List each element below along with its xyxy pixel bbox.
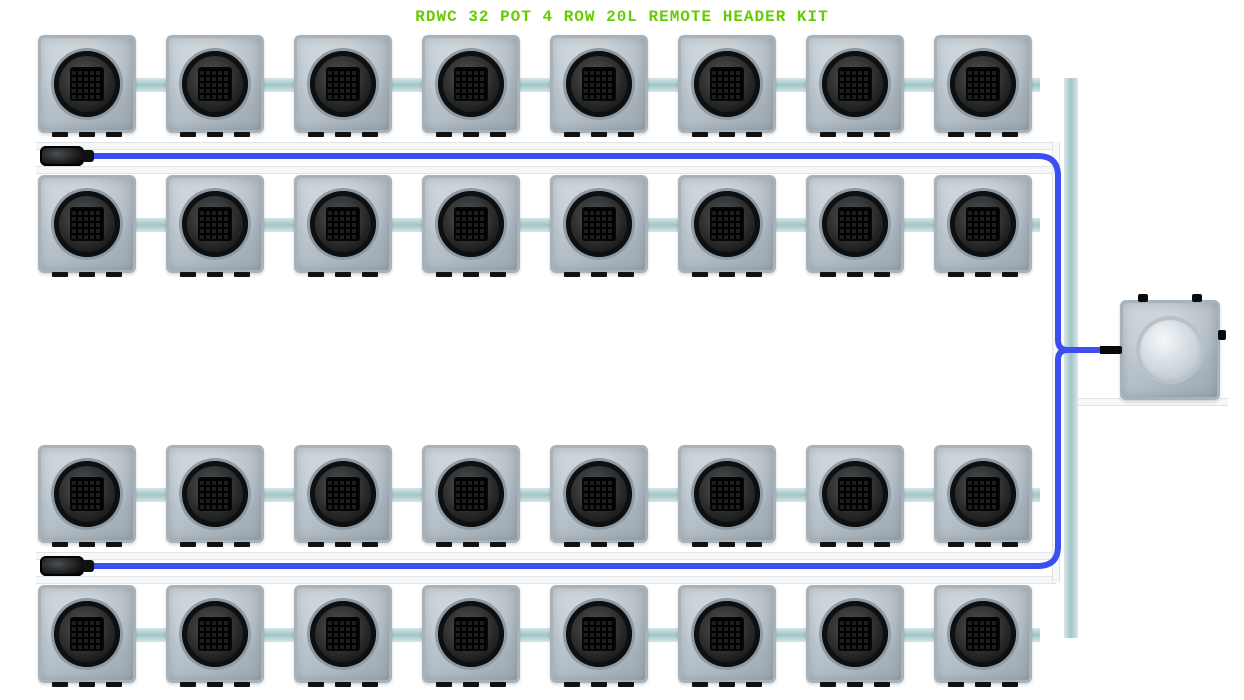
grow-pot-icon [678,35,776,133]
grow-pot-icon [678,445,776,543]
grow-pot-icon [166,445,264,543]
grow-pot-icon [294,585,392,683]
grow-pot-icon [166,585,264,683]
grow-pot-icon [678,585,776,683]
grow-pot-icon [550,35,648,133]
grow-pot-icon [806,35,904,133]
grow-pot-icon [38,445,136,543]
grow-pot-icon [806,585,904,683]
grow-pot-icon [294,445,392,543]
inline-pump-icon [40,146,84,166]
grow-pot-icon [166,35,264,133]
white-drain-pipe [36,576,1056,584]
white-drain-pipe [36,166,1056,174]
grow-pot-icon [294,35,392,133]
grey-manifold-pipe [1064,78,1078,638]
diagram-title: RDWC 32 POT 4 ROW 20L REMOTE HEADER KIT [0,8,1244,26]
grow-pot-icon [550,585,648,683]
grow-pot-icon [294,175,392,273]
grow-pot-icon [934,175,1032,273]
grow-pot-icon [166,175,264,273]
grow-pot-icon [422,445,520,543]
grow-pot-icon [934,585,1032,683]
grow-pot-icon [422,175,520,273]
white-drain-pipe [36,142,1056,150]
grow-pot-icon [38,35,136,133]
grow-pot-icon [934,445,1032,543]
grow-pot-icon [422,35,520,133]
grow-pot-icon [422,585,520,683]
grow-pot-icon [38,175,136,273]
grow-pot-icon [550,445,648,543]
grow-pot-icon [550,175,648,273]
grow-pot-icon [806,445,904,543]
grow-pot-icon [38,585,136,683]
grow-pot-icon [934,35,1032,133]
white-drain-pipe [1052,142,1060,582]
grow-pot-icon [806,175,904,273]
inline-pump-icon [40,556,84,576]
header-reservoir-icon [1120,300,1220,400]
white-drain-pipe [36,552,1056,560]
grow-pot-icon [678,175,776,273]
